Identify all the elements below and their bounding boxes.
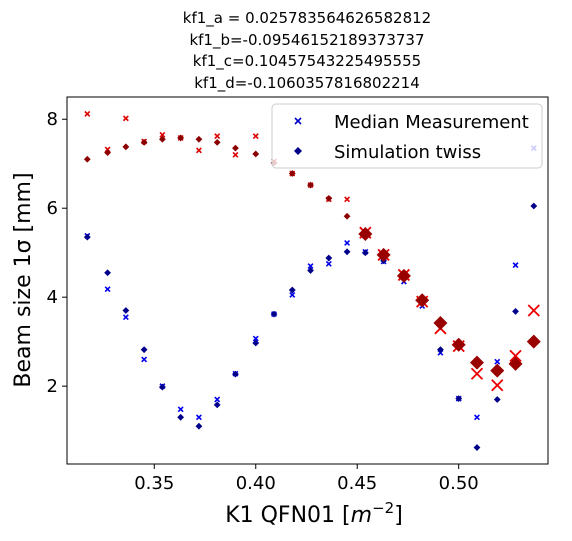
simulation-point-5-3 — [415, 293, 430, 308]
simulation-point-3-5 — [177, 134, 185, 142]
y-tick-label-0: 2 — [47, 376, 58, 397]
measurement-point-4-8 — [509, 349, 522, 363]
measurement-point-0-13 — [325, 260, 332, 267]
simulation-point-5-0 — [358, 227, 373, 242]
simulation-point-1-5 — [177, 413, 185, 421]
measurement-point-0-6 — [195, 414, 202, 421]
simulation-point-1-1 — [104, 269, 111, 277]
simulation-point-1-11 — [288, 286, 296, 294]
x-axis-label-main: K1 QFN01 [ — [225, 503, 350, 528]
chart-title: kf1_a = 0.025783564626582812 kf1_b=-0.09… — [183, 9, 431, 93]
x-axis-label: K1 QFN01 [m−2] — [225, 499, 403, 528]
simulation-point-1-19 — [437, 346, 444, 354]
simulation-point-3-14 — [343, 212, 351, 220]
measurement-point-4-6 — [470, 367, 484, 380]
legend-label-simulation: Simulation twiss — [334, 142, 481, 163]
measurement-point-2-6 — [195, 147, 202, 154]
measurement-point-0-22 — [494, 358, 501, 365]
simulation-point-3-1 — [104, 149, 111, 157]
measurement-point-0-7 — [214, 396, 221, 403]
title-line-3: kf1_c=0.10457543225495555 — [193, 52, 421, 71]
simulation-point-5-9 — [526, 334, 541, 349]
y-axis-label: Beam size 1σ [mm] — [11, 172, 36, 387]
x-tick-label-1: 0.40 — [236, 473, 276, 494]
plot-frame-border — [66, 96, 549, 465]
simulation-point-3-0 — [83, 155, 91, 163]
measurement-point-2-2 — [122, 115, 129, 122]
legend-box — [271, 103, 543, 169]
simulation-point-5-2 — [396, 268, 411, 283]
x-axis-label-close: ] — [394, 503, 403, 528]
measurement-point-2-4 — [159, 131, 166, 138]
measurement-point-0-1 — [104, 286, 111, 293]
title-line-1: kf1_a = 0.025783564626582812 — [183, 9, 431, 28]
simulation-point-1-7 — [213, 401, 221, 409]
legend-marker-measurement — [294, 117, 302, 125]
simulation-point-5-5 — [451, 337, 466, 352]
simulation-point-1-10 — [270, 310, 278, 318]
simulation-point-3-6 — [195, 135, 203, 143]
measurement-point-0-23 — [512, 262, 519, 269]
y-axis-ticks: 2 4 6 8 — [47, 109, 67, 397]
simulation-point-1-3 — [140, 346, 148, 354]
simulation-point-3-12 — [307, 181, 314, 189]
y-tick-label-2: 6 — [47, 198, 58, 219]
measurement-point-2-14 — [344, 196, 351, 203]
y-tick-label-3: 8 — [47, 109, 58, 130]
simulation-point-1-2 — [122, 307, 130, 314]
simulation-point-1-13 — [325, 254, 333, 262]
y-tick-label-1: 4 — [47, 287, 58, 308]
measurement-point-0-9 — [252, 335, 259, 342]
measurement-point-4-9 — [527, 304, 540, 317]
simulation-point-3-4 — [158, 135, 166, 143]
x-axis-label-exponent: −2 — [372, 499, 394, 517]
measurement-point-0-3 — [141, 356, 148, 363]
simulation-point-5-8 — [508, 356, 523, 371]
simulation-point-3-7 — [213, 138, 221, 146]
measurement-point-2-7 — [214, 133, 221, 140]
simulation-point-1-4 — [158, 383, 166, 391]
measurement-point-0-2 — [122, 314, 129, 321]
simulation-point-3-8 — [232, 144, 239, 152]
simulation-point-1-0 — [83, 233, 91, 241]
simulation-point-5-4 — [433, 315, 448, 330]
simulation-point-5-7 — [490, 363, 505, 378]
measurement-point-2-0 — [84, 110, 91, 117]
simulation-point-3-11 — [288, 170, 296, 177]
legend-marker-simulation — [294, 147, 302, 155]
measurement-point-4-7 — [491, 379, 504, 392]
simulation-point-1-24 — [530, 202, 538, 210]
x-axis-ticks: 0.35 0.40 0.45 0.50 — [134, 464, 479, 494]
simulation-point-5-1 — [376, 247, 391, 262]
measurement-point-0-5 — [177, 406, 184, 413]
measurement-point-0-12 — [307, 263, 314, 270]
x-tick-label-2: 0.45 — [337, 473, 377, 494]
legend: Median Measurement Simulation twiss — [271, 103, 543, 169]
title-line-4: kf1_d=-0.1060357816802214 — [194, 74, 420, 93]
simulation-point-5-6 — [469, 355, 484, 370]
x-tick-label-0: 0.35 — [134, 473, 174, 494]
simulation-point-3-3 — [140, 138, 148, 146]
measurement-point-0-14 — [344, 239, 351, 246]
measurement-point-2-9 — [252, 133, 259, 140]
measurement-point-2-8 — [232, 151, 239, 158]
simulation-point-1-21 — [473, 444, 481, 451]
x-axis-label-unit: m — [351, 503, 372, 528]
simulation-point-1-15 — [361, 249, 369, 257]
simulation-point-1-14 — [343, 248, 351, 256]
title-line-2: kf1_b=-0.09546152189373737 — [189, 31, 424, 50]
legend-label-measurement: Median Measurement — [334, 112, 529, 133]
x-tick-label-3: 0.50 — [439, 473, 479, 494]
measurement-point-0-11 — [289, 291, 296, 298]
simulation-point-1-12 — [307, 267, 314, 274]
measurement-point-0-21 — [474, 414, 480, 421]
simulation-point-1-23 — [512, 308, 519, 315]
